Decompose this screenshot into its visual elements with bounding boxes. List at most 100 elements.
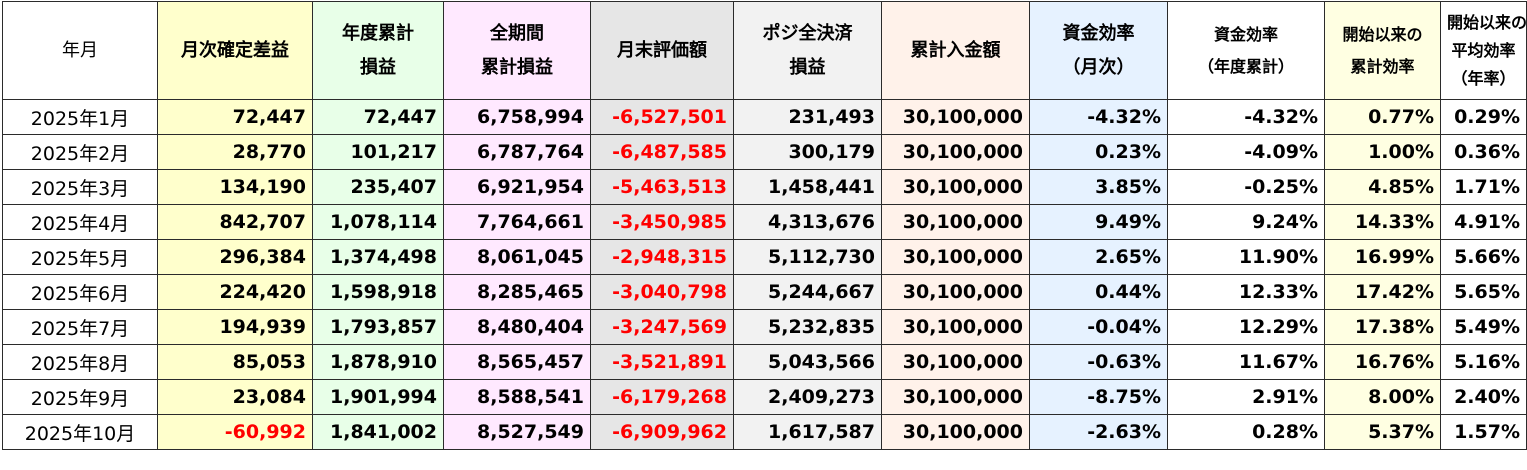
cell-efficiency-since-start: 5.37% (1324, 414, 1441, 450)
cell-ytd-pl: 1,078,114 (312, 204, 444, 240)
cell-ytd-pl: 1,878,910 (312, 344, 444, 380)
cell-monthly-profit: 72,447 (157, 99, 313, 135)
cell-efficiency-since-start: 1.00% (1324, 134, 1441, 170)
table-row: 2025年1月 72,447 72,447 6,758,994 -6,527,501 23… (2, 99, 1527, 135)
cell-monthly-profit: -60,992 (157, 414, 313, 450)
cell-efficiency-since-start: 17.42% (1324, 274, 1441, 310)
cell-cumulative-deposit: 30,100,000 (881, 169, 1030, 205)
cell-efficiency-monthly: -0.04% (1029, 309, 1168, 345)
cell-ytd-pl: 1,374,498 (312, 239, 444, 275)
cell-month-end-valuation: -3,450,985 (590, 204, 734, 240)
cell-efficiency-monthly: 0.23% (1029, 134, 1168, 170)
cell-total-pl: 7,764,661 (443, 204, 591, 240)
cell-efficiency-monthly: -0.63% (1029, 344, 1168, 380)
cell-month-end-valuation: -3,247,569 (590, 309, 734, 345)
cell-month: 2025年1月 (2, 99, 158, 135)
table-row: 2025年10月 -60,992 1,841,002 8,527,549 -6,909,… (2, 414, 1527, 450)
cell-efficiency-monthly: -2.63% (1029, 414, 1168, 450)
cell-efficiency-since-start: 14.33% (1324, 204, 1441, 240)
cell-efficiency-since-start: 17.38% (1324, 309, 1441, 345)
cell-monthly-profit: 85,053 (157, 344, 313, 380)
cell-efficiency-since-start: 8.00% (1324, 379, 1441, 415)
cell-cumulative-deposit: 30,100,000 (881, 134, 1030, 170)
cell-month-end-valuation: -6,527,501 (590, 99, 734, 135)
cell-full-close-pl: 300,179 (733, 134, 882, 170)
table-row: 2025年2月 28,770 101,217 6,787,764 -6,487,585 3… (2, 134, 1527, 170)
cell-month-end-valuation: -6,909,962 (590, 414, 734, 450)
cell-efficiency-since-start: 0.77% (1324, 99, 1441, 135)
cell-efficiency-ytd: 11.90% (1167, 239, 1325, 275)
cell-full-close-pl: 4,313,676 (733, 204, 882, 240)
cell-month-end-valuation: -6,179,268 (590, 379, 734, 415)
cell-monthly-profit: 23,084 (157, 379, 313, 415)
cell-cumulative-deposit: 30,100,000 (881, 414, 1030, 450)
cell-monthly-profit: 842,707 (157, 204, 313, 240)
cell-cumulative-deposit: 30,100,000 (881, 344, 1030, 380)
cell-full-close-pl: 231,493 (733, 99, 882, 135)
cell-efficiency-monthly: -4.32% (1029, 99, 1168, 135)
header-month: 年月 (2, 1, 158, 100)
table-row: 2025年5月 296,384 1,374,498 8,061,045 -2,948,3… (2, 239, 1527, 275)
cell-total-pl: 6,758,994 (443, 99, 591, 135)
cell-efficiency-monthly: 3.85% (1029, 169, 1168, 205)
cell-efficiency-ytd: 12.33% (1167, 274, 1325, 310)
cell-full-close-pl: 1,458,441 (733, 169, 882, 205)
cell-ytd-pl: 72,447 (312, 99, 444, 135)
cell-efficiency-ytd: 0.28% (1167, 414, 1325, 450)
monthly-pl-table: 年月 月次確定差益 年度累計 損益 全期間 累計損益 月末評価額 ポジ全決済 損益 累… (2, 1, 1527, 450)
cell-ytd-pl: 1,793,857 (312, 309, 444, 345)
cell-efficiency-since-start: 16.99% (1324, 239, 1441, 275)
cell-efficiency-ytd: -4.09% (1167, 134, 1325, 170)
cell-efficiency-ytd: 11.67% (1167, 344, 1325, 380)
cell-efficiency-ytd: 2.91% (1167, 379, 1325, 415)
cell-month: 2025年7月 (2, 309, 158, 345)
cell-efficiency-since-start: 4.85% (1324, 169, 1441, 205)
cell-efficiency-ytd: -0.25% (1167, 169, 1325, 205)
cell-efficiency-ytd: -4.32% (1167, 99, 1325, 135)
cell-total-pl: 8,285,465 (443, 274, 591, 310)
cell-month-end-valuation: -3,040,798 (590, 274, 734, 310)
header-efficiency-ytd: 資金効率 （年度累計） (1167, 1, 1325, 100)
cell-cumulative-deposit: 30,100,000 (881, 309, 1030, 345)
table-row: 2025年8月 85,053 1,878,910 8,565,457 -3,521,89… (2, 344, 1527, 380)
cell-average-efficiency: 5.65% (1440, 274, 1527, 310)
cell-efficiency-monthly: 9.49% (1029, 204, 1168, 240)
cell-month: 2025年9月 (2, 379, 158, 415)
cell-average-efficiency: 0.29% (1440, 99, 1527, 135)
table-body: 2025年1月 72,447 72,447 6,758,994 -6,527,501 23… (2, 99, 1527, 450)
cell-month-end-valuation: -6,487,585 (590, 134, 734, 170)
cell-efficiency-monthly: 2.65% (1029, 239, 1168, 275)
header-row: 年月 月次確定差益 年度累計 損益 全期間 累計損益 月末評価額 ポジ全決済 損益 累… (2, 1, 1527, 100)
cell-month-end-valuation: -3,521,891 (590, 344, 734, 380)
cell-month: 2025年10月 (2, 414, 158, 450)
table-row: 2025年4月 842,707 1,078,114 7,764,661 -3,450,9… (2, 204, 1527, 240)
cell-average-efficiency: 5.16% (1440, 344, 1527, 380)
cell-full-close-pl: 5,112,730 (733, 239, 882, 275)
cell-ytd-pl: 1,901,994 (312, 379, 444, 415)
cell-monthly-profit: 194,939 (157, 309, 313, 345)
cell-month: 2025年2月 (2, 134, 158, 170)
cell-cumulative-deposit: 30,100,000 (881, 379, 1030, 415)
cell-ytd-pl: 1,841,002 (312, 414, 444, 450)
cell-total-pl: 8,565,457 (443, 344, 591, 380)
cell-month: 2025年3月 (2, 169, 158, 205)
cell-efficiency-ytd: 9.24% (1167, 204, 1325, 240)
cell-total-pl: 8,061,045 (443, 239, 591, 275)
cell-total-pl: 6,921,954 (443, 169, 591, 205)
cell-total-pl: 8,480,404 (443, 309, 591, 345)
cell-month: 2025年6月 (2, 274, 158, 310)
header-cumulative-deposit: 累計入金額 (881, 1, 1030, 100)
cell-full-close-pl: 2,409,273 (733, 379, 882, 415)
header-efficiency-since-start: 開始以来の 累計効率 (1324, 1, 1441, 100)
cell-ytd-pl: 235,407 (312, 169, 444, 205)
header-full-close-pl: ポジ全決済 損益 (733, 1, 882, 100)
table-header: 年月 月次確定差益 年度累計 損益 全期間 累計損益 月末評価額 ポジ全決済 損益 累… (2, 1, 1527, 100)
cell-cumulative-deposit: 30,100,000 (881, 239, 1030, 275)
cell-monthly-profit: 28,770 (157, 134, 313, 170)
cell-monthly-profit: 224,420 (157, 274, 313, 310)
cell-average-efficiency: 5.49% (1440, 309, 1527, 345)
table-row: 2025年7月 194,939 1,793,857 8,480,404 -3,247,5… (2, 309, 1527, 345)
cell-ytd-pl: 101,217 (312, 134, 444, 170)
cell-efficiency-ytd: 12.29% (1167, 309, 1325, 345)
table-row: 2025年3月 134,190 235,407 6,921,954 -5,463,513… (2, 169, 1527, 205)
